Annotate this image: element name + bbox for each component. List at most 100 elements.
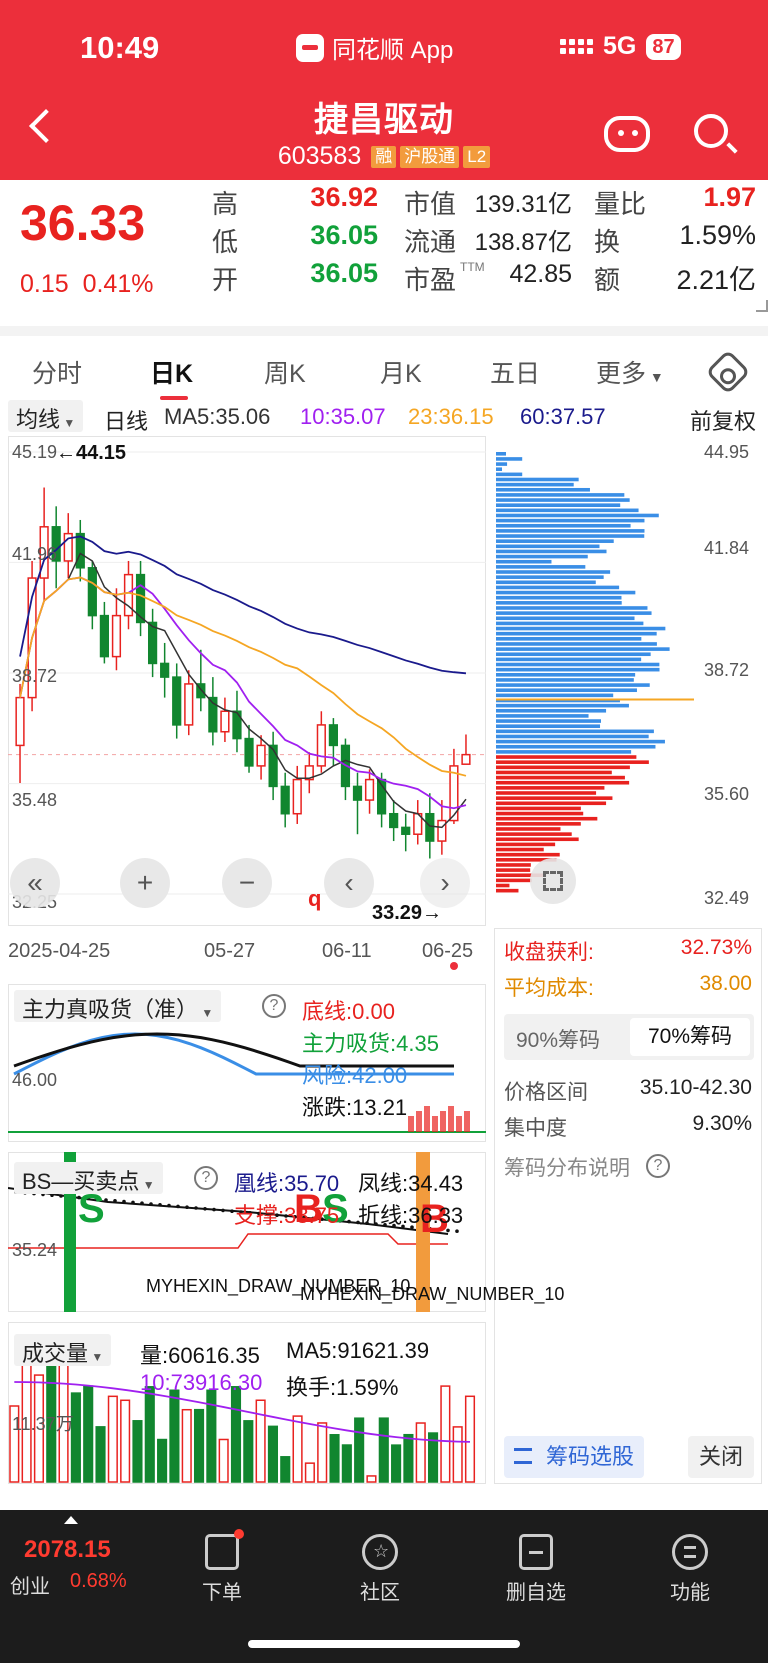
chip-bar [496, 487, 590, 492]
chip-bar [496, 554, 588, 559]
tab-daily-k[interactable]: 日K [150, 360, 194, 388]
volume-bar [243, 1420, 254, 1483]
chip-bar [496, 493, 625, 497]
index-value[interactable]: 2078.15 [24, 1536, 111, 1563]
chip-bar [496, 827, 561, 831]
nav-remove-watch[interactable]: 删自选 [486, 1534, 586, 1605]
chip-bar [496, 575, 604, 579]
volume-bar [83, 1385, 94, 1483]
chip-bar [496, 626, 666, 631]
pe-ttm-sup: TTM [460, 260, 485, 274]
chip-bar [496, 811, 584, 816]
chip-bar [496, 868, 531, 872]
expand-up-icon[interactable] [64, 1516, 78, 1524]
chip-explain-link[interactable]: 筹码分布说明 [504, 1157, 630, 1180]
fullscreen-button[interactable] [530, 858, 576, 904]
volume-indicator-selector[interactable]: 成交量 ▼ [14, 1334, 112, 1366]
tab-intraday[interactable]: 分时 [32, 360, 83, 388]
indicator-panel-volume[interactable] [8, 1322, 486, 1484]
zoom-out-button[interactable]: − [222, 858, 272, 908]
help-icon[interactable]: ? [262, 994, 286, 1018]
tab-90-chips[interactable]: 90%筹码 [516, 1029, 601, 1052]
phoenix-dot [50, 1193, 54, 1197]
help-icon[interactable]: ? [646, 1154, 670, 1178]
status-app: 同花顺 App [296, 30, 453, 65]
bs-indicator-title: BS—买卖点 [22, 1169, 140, 1194]
volume-bar [9, 1405, 20, 1483]
volume-chart[interactable] [8, 1322, 486, 1484]
phoenix-dot [356, 1220, 360, 1225]
chip-tabs: 90%筹码 70%筹码 [504, 1014, 754, 1060]
remove-watchlist-icon [519, 1534, 553, 1570]
nav-order-label: 下单 [202, 1582, 242, 1604]
absorb-indicator-chart[interactable] [8, 984, 486, 1142]
phoenix-dot [338, 1219, 342, 1223]
candle-body [87, 567, 97, 617]
indicator-panel-bs[interactable] [8, 1152, 486, 1312]
scroll-left-fast-button[interactable]: « [10, 858, 60, 908]
tab-weekly-k[interactable]: 周K [264, 360, 306, 388]
open-label: 开 [212, 265, 239, 295]
tab-five-day[interactable]: 五日 [490, 360, 541, 388]
close-chip-button[interactable]: 关闭 [688, 1436, 754, 1478]
phoenix-dot [212, 1207, 216, 1212]
ma-dropdown[interactable]: 均线 ▼ [8, 400, 84, 432]
expand-quote-icon[interactable] [756, 300, 768, 312]
status-indicators: 5G 87 [560, 32, 681, 61]
chart-settings-icon[interactable] [705, 349, 751, 395]
absorb-bar [456, 1116, 462, 1132]
absorb-value: 主力吸货:4.35 [302, 1031, 439, 1056]
volume-bar [341, 1444, 352, 1483]
volume-bar [317, 1422, 328, 1483]
phoenix-dot [86, 1196, 90, 1201]
chip-select-button[interactable]: 筹码选股 [504, 1436, 644, 1478]
chip-bar [496, 863, 531, 867]
indicator-panel-absorb[interactable] [8, 984, 486, 1142]
nav-functions[interactable]: 功能 [640, 1534, 740, 1605]
bs-indicator-selector[interactable]: BS—买卖点 ▼ [14, 1162, 163, 1194]
chip-bar [496, 678, 634, 682]
candle-body [172, 676, 182, 726]
chip-bar [496, 765, 630, 770]
bs-axis-label: 35.24 [12, 1240, 58, 1260]
tab-more[interactable]: 更多 ▼ [596, 354, 664, 390]
scroll-right-button[interactable]: › [420, 858, 470, 908]
absorb-indicator-title: 主力真吸货（准） [22, 997, 199, 1022]
phoenix-dot [113, 1199, 117, 1203]
ma-dropdown-label: 均线 [16, 407, 61, 432]
nav-order[interactable]: 下单 [172, 1529, 272, 1605]
kline-chart[interactable] [8, 436, 486, 926]
bs-feng: 凤线:34.43 [358, 1171, 464, 1196]
chip-distribution-chart[interactable] [494, 436, 762, 926]
adjust-mode[interactable]: 前复权 [690, 409, 757, 434]
scroll-left-button[interactable]: ‹ [324, 858, 374, 908]
candle-body [425, 812, 435, 842]
candle-body [147, 621, 158, 665]
chip-bar [496, 832, 572, 836]
search-icon[interactable] [694, 114, 728, 148]
signal-icon [560, 39, 593, 54]
chip-bar [496, 816, 598, 821]
help-icon[interactable]: ? [194, 1166, 218, 1190]
volume-bar [206, 1389, 217, 1483]
kline-panel[interactable] [8, 436, 486, 926]
home-indicator [248, 1640, 520, 1648]
absorb-indicator-selector[interactable]: 主力真吸货（准） ▼ [14, 990, 222, 1022]
candle-body [316, 724, 326, 767]
robot-assistant-icon[interactable] [604, 116, 650, 152]
tab-70-chips[interactable]: 70%筹码 [630, 1018, 750, 1056]
bs-draw-label-1: MYHEXIN_DRAW_NUMBER_10 [146, 1276, 411, 1296]
zoom-in-button[interactable]: + [120, 858, 170, 908]
chip-bar [496, 755, 637, 759]
nav-community[interactable]: ☆ 社区 [330, 1534, 430, 1605]
volume-bar [255, 1399, 266, 1483]
volume-bar [33, 1374, 45, 1483]
phoenix-dot [455, 1229, 459, 1233]
volume-bar [280, 1456, 291, 1483]
sell-signal-text: S [78, 1187, 105, 1231]
chip-bar [496, 837, 579, 842]
phoenix-dot [104, 1198, 108, 1202]
candle-body [99, 614, 110, 658]
high-label: 高 [212, 189, 239, 219]
tab-monthly-k[interactable]: 月K [380, 360, 422, 388]
